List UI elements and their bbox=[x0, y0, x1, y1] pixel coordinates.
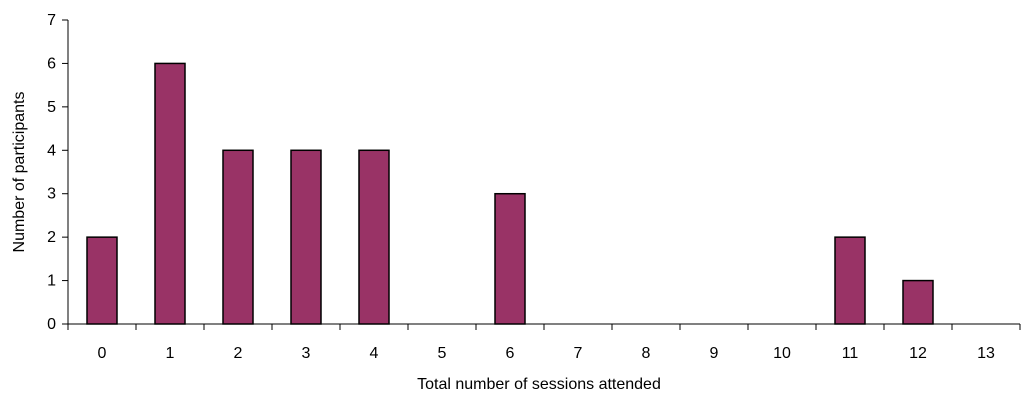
bar-11 bbox=[834, 236, 866, 325]
x-tick-label: 3 bbox=[302, 345, 311, 362]
y-tick-label: 7 bbox=[47, 12, 56, 29]
y-tick-label: 2 bbox=[47, 229, 56, 246]
x-tick-label: 5 bbox=[438, 345, 447, 362]
x-tick-label: 11 bbox=[842, 345, 859, 362]
y-axis-ticks: 0 1 2 3 4 5 6 7 bbox=[47, 12, 68, 333]
bar-0 bbox=[86, 236, 118, 325]
y-axis-label: Number of participants bbox=[11, 92, 28, 253]
x-tick-label: 0 bbox=[98, 345, 107, 362]
x-tick-label: 2 bbox=[234, 345, 243, 362]
x-axis-label: Total number of sessions attended bbox=[417, 376, 661, 393]
x-tick-label: 9 bbox=[710, 345, 719, 362]
bar-6 bbox=[494, 192, 526, 325]
x-tick-label: 6 bbox=[506, 345, 515, 362]
x-tick-label: 4 bbox=[370, 345, 379, 362]
y-tick-label: 5 bbox=[47, 99, 56, 116]
bar-3 bbox=[290, 149, 322, 325]
bar-4 bbox=[358, 149, 390, 325]
x-tick-label: 7 bbox=[574, 345, 583, 362]
y-tick-label: 3 bbox=[47, 186, 56, 203]
x-tick-label: 10 bbox=[773, 345, 791, 362]
x-tick-label: 13 bbox=[977, 345, 995, 362]
bar-12 bbox=[902, 279, 934, 325]
bar-1 bbox=[154, 62, 186, 325]
x-tick-label: 8 bbox=[642, 345, 651, 362]
y-tick-label: 6 bbox=[47, 55, 56, 72]
x-tick-label: 1 bbox=[166, 345, 175, 362]
y-tick-label: 0 bbox=[47, 316, 56, 333]
y-tick-label: 1 bbox=[47, 273, 56, 290]
y-tick-label: 4 bbox=[47, 142, 56, 159]
bar-2 bbox=[222, 149, 254, 325]
x-axis-ticks: 0 1 2 3 4 5 6 7 8 9 10 11 12 13 bbox=[67, 324, 1021, 362]
bars bbox=[86, 62, 934, 325]
x-tick-label: 12 bbox=[909, 345, 927, 362]
